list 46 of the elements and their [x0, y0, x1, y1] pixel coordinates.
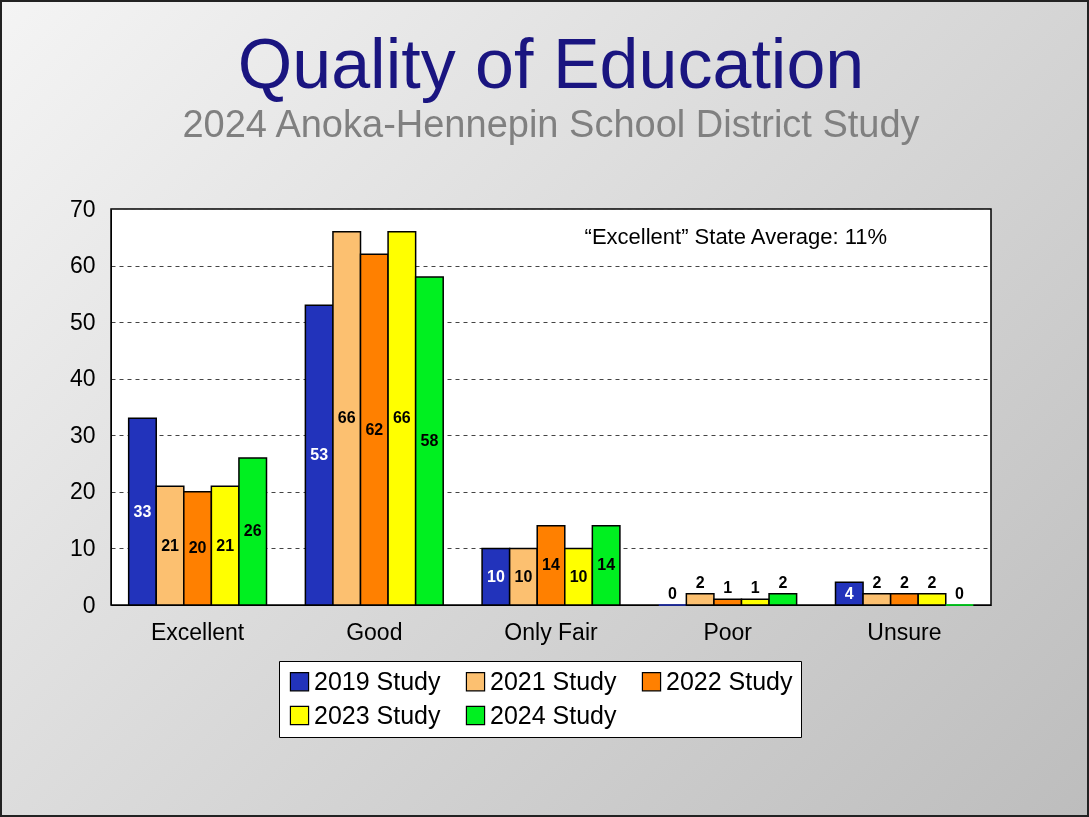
data-label: 1: [750, 579, 760, 597]
y-tick-label: 70: [69, 195, 95, 222]
y-tick-label: 10: [69, 534, 95, 561]
data-label: 0: [667, 585, 677, 602]
y-tick-label: 60: [69, 252, 95, 279]
data-label: 21: [160, 536, 179, 554]
y-tick-label: 40: [69, 365, 95, 392]
data-label: 14: [596, 556, 615, 574]
annotation: “Excellent” State Average: 11%: [584, 224, 887, 250]
data-label: 20: [188, 539, 207, 557]
data-label: 4: [844, 584, 854, 602]
legend-label: 2024 Study: [489, 700, 617, 729]
data-label: 21: [215, 536, 234, 554]
x-tick-label: Unsure: [866, 618, 941, 645]
data-label: 53: [309, 446, 328, 464]
data-label: 14: [541, 556, 560, 574]
data-label: 2: [927, 573, 937, 591]
data-label: 33: [133, 502, 151, 520]
data-label: 62: [364, 420, 383, 438]
x-tick-label: Only Fair: [503, 618, 598, 645]
data-label: 58: [420, 431, 438, 449]
data-label: 10: [486, 567, 505, 585]
y-tick-label: 50: [69, 308, 95, 335]
legend-label: 2021 Study: [489, 666, 617, 695]
data-label: 2: [899, 573, 909, 591]
data-label: 0: [954, 585, 964, 602]
x-tick-label: Good: [345, 618, 402, 645]
chart-title: Quality of Education: [237, 25, 864, 103]
x-tick-label: Poor: [702, 618, 752, 645]
data-label: 10: [569, 567, 588, 585]
data-label: 2: [695, 573, 705, 591]
data-label: 10: [514, 567, 532, 585]
y-tick-label: 0: [82, 591, 95, 618]
data-label: 1: [722, 579, 732, 597]
y-tick-label: 30: [69, 421, 95, 448]
data-label: 2: [777, 573, 787, 591]
y-tick-label: 20: [69, 478, 95, 505]
legend-label: 2022 Study: [665, 666, 793, 695]
data-label: 66: [392, 409, 411, 427]
x-tick-label: Excellent: [150, 618, 245, 645]
data-label: 26: [243, 522, 262, 540]
legend-label: 2023 Study: [313, 700, 441, 729]
chart-subtitle: 2024 Anoka-Hennepin School District Study: [181, 103, 920, 145]
data-label: 66: [337, 409, 356, 427]
data-label: 2: [871, 573, 881, 591]
legend-label: 2019 Study: [313, 666, 441, 695]
